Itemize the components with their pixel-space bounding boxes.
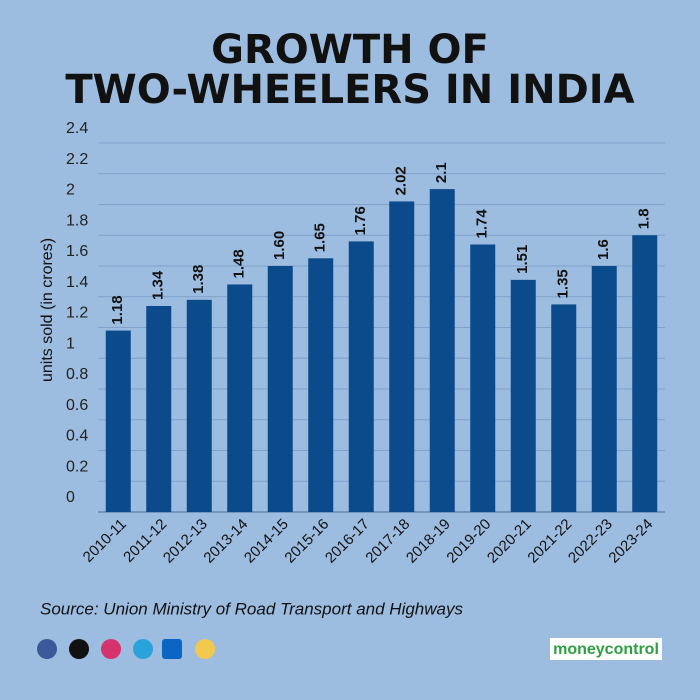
value-label: 1.38 — [190, 265, 207, 294]
value-label: 1.74 — [474, 209, 491, 239]
bar — [348, 241, 374, 512]
y-axis-label: units sold (in crores) — [39, 238, 56, 382]
value-label: 1.35 — [555, 269, 572, 298]
bar — [429, 189, 455, 512]
bar — [632, 235, 658, 512]
value-label: 2.1 — [433, 162, 450, 183]
value-label: 1.48 — [231, 249, 248, 278]
instagram-icon[interactable] — [101, 639, 121, 659]
y-tick-label: 1.4 — [66, 274, 88, 291]
bar — [470, 244, 496, 512]
source: Source: Union Ministry of Road Transport… — [40, 599, 463, 618]
bar — [510, 279, 536, 512]
bar — [267, 266, 293, 512]
y-tick-label: 0.6 — [66, 397, 88, 414]
y-tick-label: 1.6 — [66, 243, 88, 260]
y-tick-label: 0 — [66, 489, 75, 506]
value-label: 1.8 — [636, 208, 653, 229]
y-tick-label: 2.2 — [66, 151, 88, 168]
value-label: 1.34 — [150, 270, 167, 300]
y-tick-label: 0.2 — [66, 458, 88, 475]
bar — [105, 330, 131, 512]
facebook-icon[interactable] — [37, 639, 57, 659]
value-label: 1.18 — [109, 295, 126, 324]
value-label: 1.51 — [514, 245, 531, 274]
social-icons — [37, 639, 215, 659]
value-label: 1.65 — [312, 223, 329, 252]
x-icon[interactable] — [69, 639, 89, 659]
bar — [591, 266, 617, 512]
y-tick-label: 1.8 — [66, 212, 88, 229]
brand-box — [550, 638, 662, 660]
telegram-icon[interactable] — [133, 639, 153, 659]
chart-title: GROWTH OF — [211, 27, 489, 73]
y-tick-label: 0.8 — [66, 366, 88, 383]
value-label: 1.60 — [271, 231, 288, 260]
chart-subtitle: TWO-WHEELERS IN INDIA — [65, 67, 634, 113]
y-tick-label: 0.4 — [66, 428, 88, 445]
bar — [227, 284, 253, 512]
bar — [146, 305, 172, 512]
y-tick-label: 1 — [66, 335, 75, 352]
y-tick-label: 2.4 — [66, 120, 88, 137]
value-label: 1.6 — [595, 239, 612, 260]
bar — [551, 304, 577, 512]
y-tick-label: 2 — [66, 182, 75, 199]
bar — [389, 201, 415, 513]
koo-icon[interactable] — [195, 639, 215, 659]
brand: moneycontrol — [553, 641, 659, 658]
y-tick-label: 1.2 — [66, 305, 88, 322]
value-label: 2.02 — [393, 166, 410, 195]
bar — [308, 258, 334, 512]
value-label: 1.76 — [352, 206, 369, 235]
linkedin-icon[interactable] — [162, 639, 182, 659]
bar — [186, 299, 212, 512]
